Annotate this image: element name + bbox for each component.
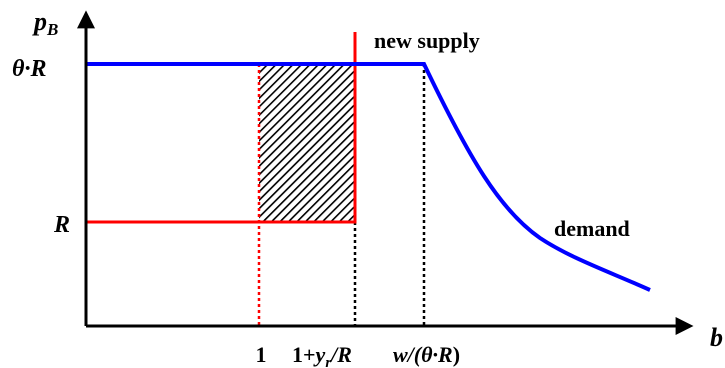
x-tick-one: 1 <box>256 342 267 367</box>
x-tick-w-theta-r: w/(θ·R) <box>393 342 460 367</box>
demand-label: demand <box>554 216 630 241</box>
y-tick-theta-r: θ·R <box>12 56 46 82</box>
new-supply-label: new supply <box>374 28 480 53</box>
y-axis-label: pB <box>32 7 58 39</box>
x-tick-one-plus-yr: 1+yr/R <box>292 342 352 368</box>
y-axis-label-subscript: B <box>46 20 58 39</box>
x-axis-label: b <box>710 323 723 352</box>
demand-curve <box>86 62 651 292</box>
y-tick-r: R <box>53 212 70 238</box>
shaded-area <box>259 64 355 222</box>
new-supply-curve <box>86 32 357 224</box>
